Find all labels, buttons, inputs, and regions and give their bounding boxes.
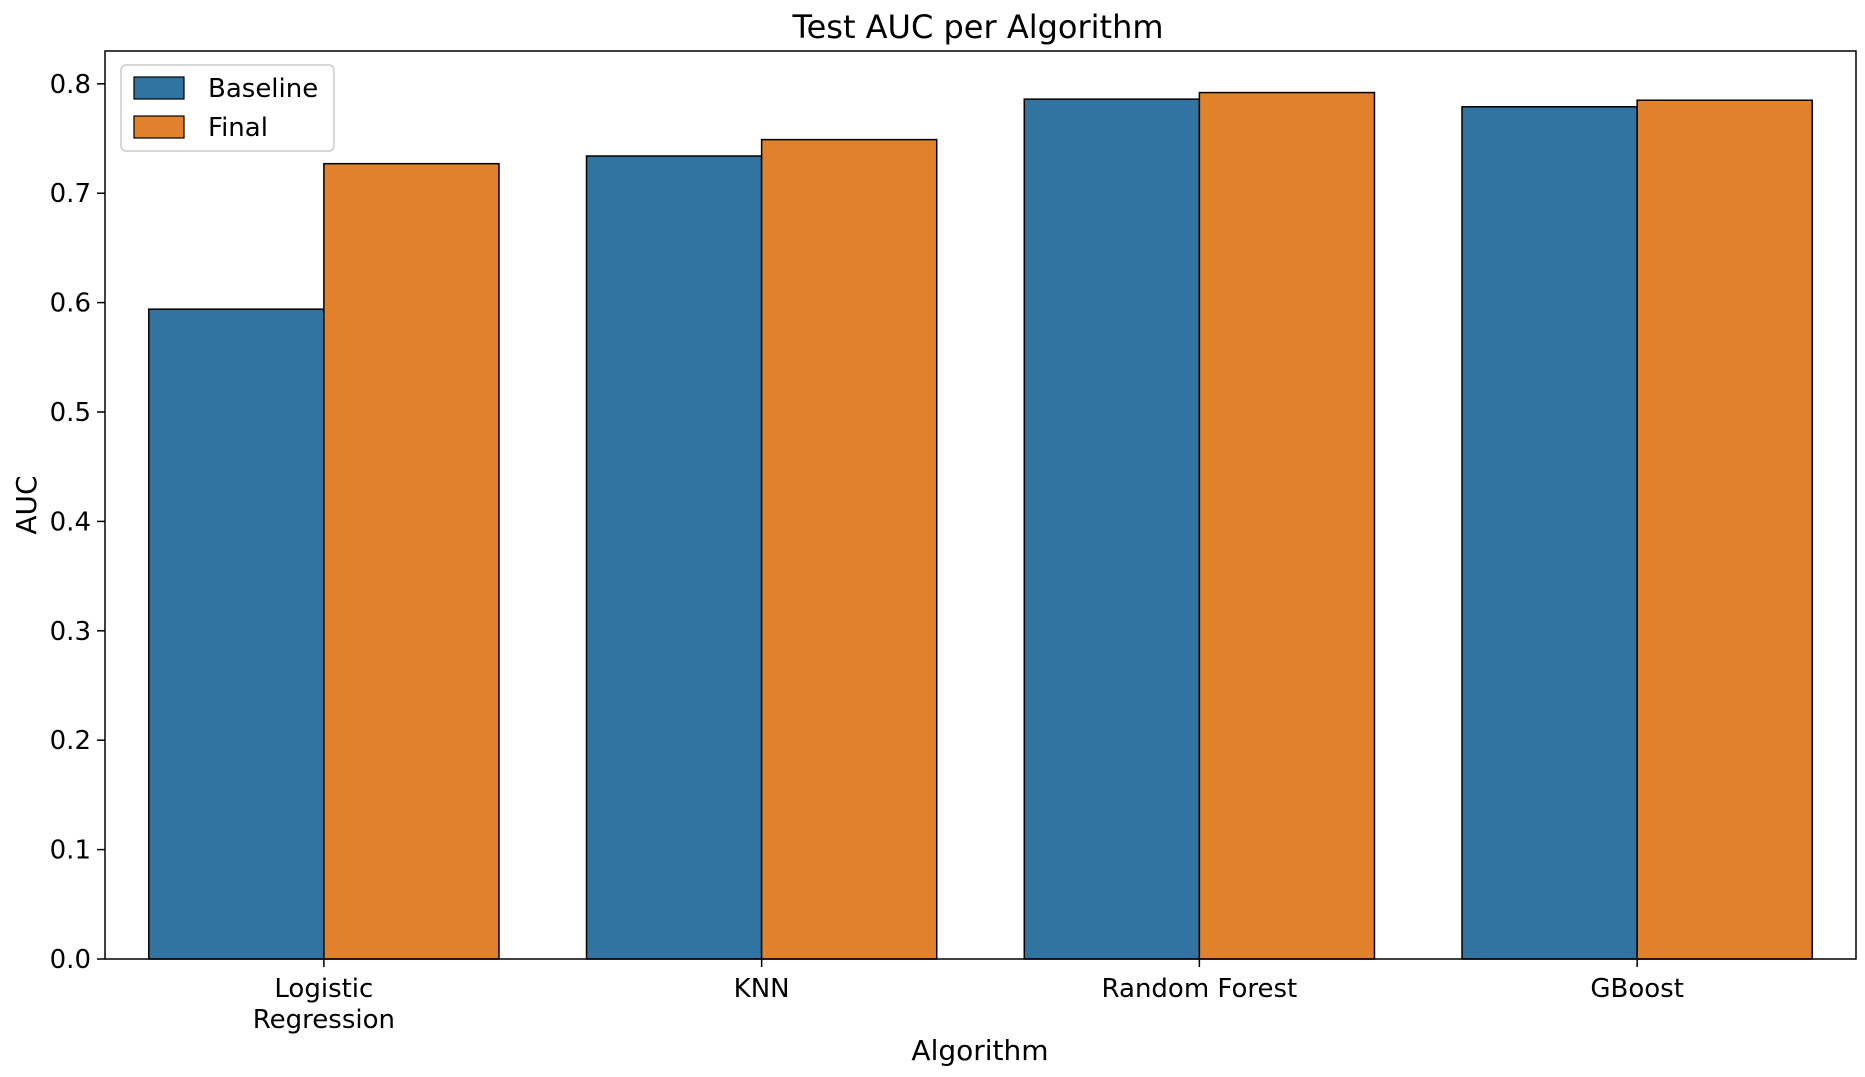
- y-axis: 0.0 0.1 0.2 0.3 0.4 0.5 0.6 0.7 0.8: [50, 70, 105, 975]
- y-tick-label: 0.1: [50, 836, 91, 866]
- bar-baseline-0: [148, 308, 325, 960]
- bar-final-0: [323, 162, 500, 960]
- y-tick-label: 0.7: [50, 179, 91, 209]
- bar-baseline-1: [585, 155, 763, 960]
- y-axis-title: AUC: [10, 475, 43, 534]
- x-tick-label: Logistic Regression: [253, 974, 395, 1035]
- legend-swatch-final: [133, 115, 185, 139]
- chart-title: Test AUC per Algorithm: [791, 8, 1163, 46]
- legend-label-final: Final: [208, 113, 268, 143]
- plot-frame: [104, 50, 1857, 960]
- legend-swatch-baseline: [133, 76, 185, 100]
- y-tick-label: 0.5: [50, 398, 91, 428]
- legend: Baseline Final: [120, 64, 335, 152]
- x-tick-label: GBoost: [1590, 974, 1684, 1004]
- bar-final-1: [760, 138, 938, 960]
- x-tick-label: Random Forest: [1102, 974, 1298, 1004]
- x-axis: Logistic Regression KNN Random Forest GBoost: [253, 959, 1684, 1035]
- y-tick-label: 0.4: [50, 507, 91, 537]
- y-tick-label: 0.8: [50, 70, 91, 100]
- y-tick-label: 0.3: [50, 617, 91, 647]
- y-tick-label: 0.6: [50, 289, 91, 319]
- legend-label-baseline: Baseline: [208, 74, 318, 104]
- y-tick-label: 0.0: [50, 945, 91, 975]
- x-tick-label: KNN: [734, 974, 790, 1004]
- bar-final-3: [1636, 99, 1813, 960]
- plot-area: [148, 91, 1813, 960]
- bar-final-2: [1198, 91, 1376, 960]
- y-tick-label: 0.2: [50, 726, 91, 756]
- bar-baseline-3: [1461, 106, 1638, 960]
- bar-baseline-2: [1023, 98, 1201, 960]
- x-axis-title: Algorithm: [911, 1034, 1048, 1067]
